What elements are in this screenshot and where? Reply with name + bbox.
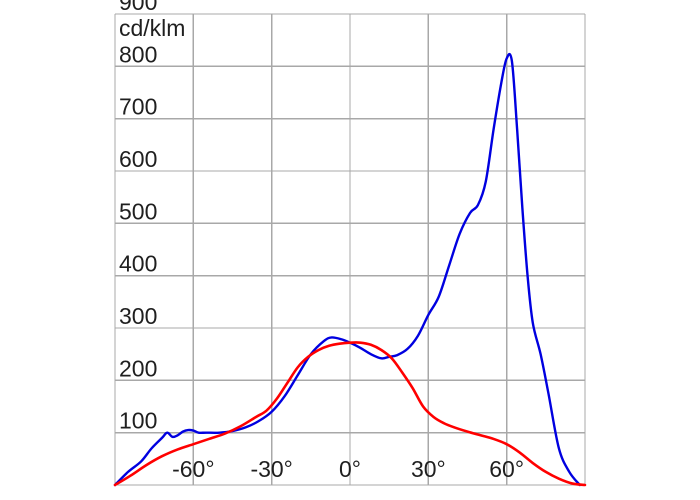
x-tick-label: 60°	[489, 456, 524, 482]
y-tick-label: 200	[119, 355, 157, 381]
x-tick-label: 30°	[411, 456, 446, 482]
axis-labels: cd/klm 100 200 300 400 500 600 700 800 900 -60° -3…	[119, 0, 524, 482]
x-tick-label: -30°	[250, 456, 292, 482]
red-series-line	[113, 341, 587, 487]
y-tick-label: 900	[119, 0, 157, 15]
y-tick-label: 700	[119, 94, 157, 120]
x-tick-label: 0°	[339, 456, 361, 482]
y-tick-label: 800	[119, 41, 157, 67]
y-axis-label: cd/klm	[119, 15, 185, 41]
y-tick-label: 500	[119, 198, 157, 224]
y-tick-label: 400	[119, 251, 157, 277]
blue-series-line	[113, 52, 581, 487]
y-tick-label: 300	[119, 303, 157, 329]
y-tick-label: 600	[119, 146, 157, 172]
x-tick-label: -60°	[172, 456, 214, 482]
y-tick-label: 100	[119, 408, 157, 434]
series-curves	[113, 52, 587, 487]
